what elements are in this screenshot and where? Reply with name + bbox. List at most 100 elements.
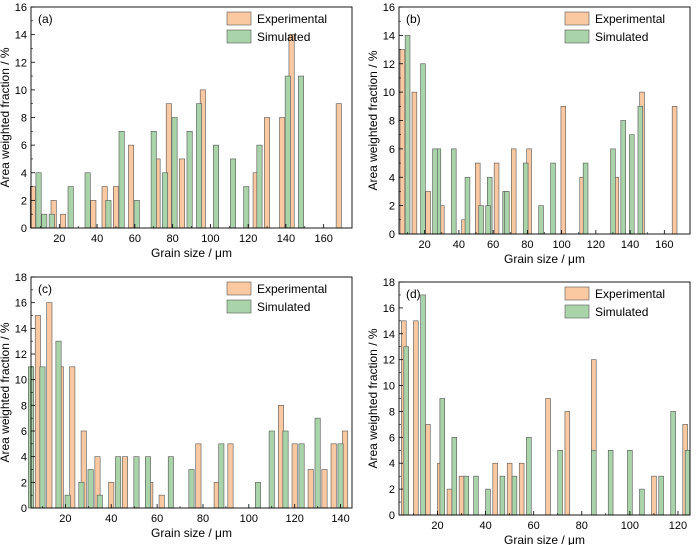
bar-simulated-1-1-10 — [171, 117, 178, 229]
bar-experimental-1-0-12 — [264, 117, 270, 229]
chart-panel-4: 0 2 4 6 8 10 12 14 16 18 20 40 60 80 100 120 Grain size … — [366, 277, 691, 545]
bar-simulated-4-1-4 — [463, 475, 470, 516]
x-tick-label-1-160: 160 — [314, 233, 332, 245]
x-axis-label-2: Grain size / μm — [504, 252, 585, 266]
x-tick-label-3-80: 80 — [197, 513, 209, 525]
legend-label-3-1: Simulated — [257, 300, 310, 314]
bar-experimental-4-0-6 — [492, 462, 498, 516]
bar-experimental-4-0-7 — [506, 462, 513, 516]
bar-experimental-3-0-14 — [291, 443, 298, 509]
bar-simulated-1-1-12 — [196, 103, 202, 229]
y-tick-label-3-12: 12 — [15, 349, 27, 361]
bar-simulated-4-1-7 — [499, 475, 506, 516]
bar-experimental-3-0-3 — [69, 366, 76, 509]
bar-experimental-4-0-5 — [458, 475, 465, 516]
y-tick-label-2-0: 0 — [389, 229, 395, 241]
y-tick-label-3-4: 4 — [21, 452, 27, 464]
bar-simulated-1-1-11 — [186, 131, 193, 229]
y-tick-label-3-18: 18 — [15, 272, 27, 284]
bar-simulated-4-1-9 — [526, 437, 532, 516]
legend-swatch-4-0 — [564, 286, 590, 301]
bar-simulated-3-1-5 — [87, 469, 94, 509]
y-tick-label-4-8: 8 — [389, 406, 395, 418]
bar-simulated-2-1-5 — [478, 205, 484, 235]
bar-simulated-4-1-17 — [684, 449, 691, 516]
legend-label-2-1: Simulated — [595, 30, 648, 44]
y-tick-label-3-8: 8 — [21, 400, 27, 412]
x-tick-label-1-80: 80 — [166, 233, 178, 245]
y-tick-label-1-0: 0 — [21, 223, 27, 235]
y-tick-label-2-6: 6 — [389, 144, 395, 156]
x-axis-label-3: Grain size / μm — [151, 526, 232, 540]
bar-simulated-4-1-16 — [670, 411, 676, 516]
bar-experimental-1-0-2 — [60, 213, 67, 229]
bar-simulated-4-1-6 — [485, 488, 491, 516]
y-tick-label-2-16: 16 — [383, 2, 395, 14]
y-axis-label-2: Area weighted fraction / % — [366, 50, 380, 190]
bar-simulated-3-1-12 — [218, 443, 225, 509]
bar-simulated-1-1-15 — [243, 186, 250, 229]
bar-simulated-2-2-1 — [485, 205, 491, 235]
y-tick-label-3-16: 16 — [15, 298, 27, 310]
bar-simulated-4-1-5 — [473, 475, 479, 516]
x-tick-label-2-60: 60 — [487, 239, 499, 251]
bar-simulated-1-1-5 — [105, 200, 112, 229]
bar-simulated-4-1-14 — [639, 488, 645, 516]
y-tick-label-4-6: 6 — [389, 432, 395, 444]
y-tick-label-4-14: 14 — [383, 329, 395, 341]
y-tick-label-2-2: 2 — [389, 201, 395, 213]
bar-simulated-2-1-3 — [451, 148, 457, 235]
bar-simulated-3-1-7 — [115, 456, 122, 509]
y-tick-label-4-2: 2 — [389, 484, 395, 496]
legend-label-4-1: Simulated — [595, 305, 648, 319]
bar-simulated-2-1-13 — [620, 120, 626, 235]
bar-experimental-1-0-6 — [128, 144, 135, 229]
y-tick-label-4-10: 10 — [383, 381, 395, 393]
y-tick-label-1-2: 2 — [21, 195, 27, 207]
bar-simulated-1-1-7 — [133, 200, 140, 229]
y-axis-label-3: Area weighted fraction / % — [0, 322, 12, 462]
x-tick-label-1-120: 120 — [239, 233, 257, 245]
bar-experimental-1-0-9 — [179, 158, 186, 229]
legend-label-2-0: Experimental — [595, 12, 665, 26]
x-axis-label-4: Grain size / μm — [504, 533, 585, 545]
bar-simulated-1-1-0 — [35, 172, 42, 229]
bar-experimental-4-0-2 — [425, 424, 431, 516]
bar-simulated-1-1-1 — [41, 213, 48, 229]
bar-simulated-3-1-13 — [255, 482, 261, 509]
bar-experimental-1-0-3 — [90, 200, 97, 229]
legend-swatch-3-0 — [226, 281, 252, 296]
y-tick-label-1-10: 10 — [15, 85, 27, 97]
x-tick-label-2-40: 40 — [453, 239, 465, 251]
y-tick-label-2-10: 10 — [383, 87, 395, 99]
y-tick-label-2-4: 4 — [389, 172, 395, 184]
bar-simulated-4-1-15 — [658, 475, 664, 516]
bar-simulated-2-1-14 — [629, 134, 635, 235]
bar-experimental-4-0-8 — [518, 462, 525, 516]
x-tick-label-1-60: 60 — [129, 233, 141, 245]
bar-experimental-3-0-16 — [321, 469, 328, 509]
bar-simulated-2-1-15 — [637, 106, 644, 235]
y-tick-label-4-16: 16 — [383, 303, 395, 315]
y-tick-label-4-18: 18 — [383, 277, 395, 289]
bar-simulated-2-2-0 — [432, 148, 438, 235]
bar-simulated-3-1-3 — [64, 494, 71, 509]
y-tick-label-1-6: 6 — [21, 140, 27, 152]
bar-simulated-3-1-16 — [298, 443, 305, 509]
bar-experimental-3-0-15 — [307, 469, 314, 509]
chart-panel-1: 0 2 4 6 8 10 12 14 16 20 40 60 80 100 120 140 160 Grain s… — [0, 2, 353, 260]
bar-simulated-3-1-17 — [314, 417, 321, 509]
x-tick-label-2-120: 120 — [587, 239, 605, 251]
legend-swatch-2-0 — [564, 11, 590, 26]
legend-label-4-0: Experimental — [595, 287, 665, 301]
bar-simulated-2-1-0 — [404, 35, 411, 235]
y-tick-label-4-4: 4 — [389, 458, 395, 470]
x-tick-label-2-80: 80 — [521, 239, 533, 251]
y-tick-label-3-6: 6 — [21, 426, 27, 438]
panel-label-2: (b) — [406, 12, 421, 26]
bar-simulated-3-1-10 — [167, 456, 174, 509]
x-tick-label-4-40: 40 — [479, 520, 491, 532]
x-tick-label-3-60: 60 — [151, 513, 163, 525]
x-tick-label-4-60: 60 — [528, 520, 540, 532]
